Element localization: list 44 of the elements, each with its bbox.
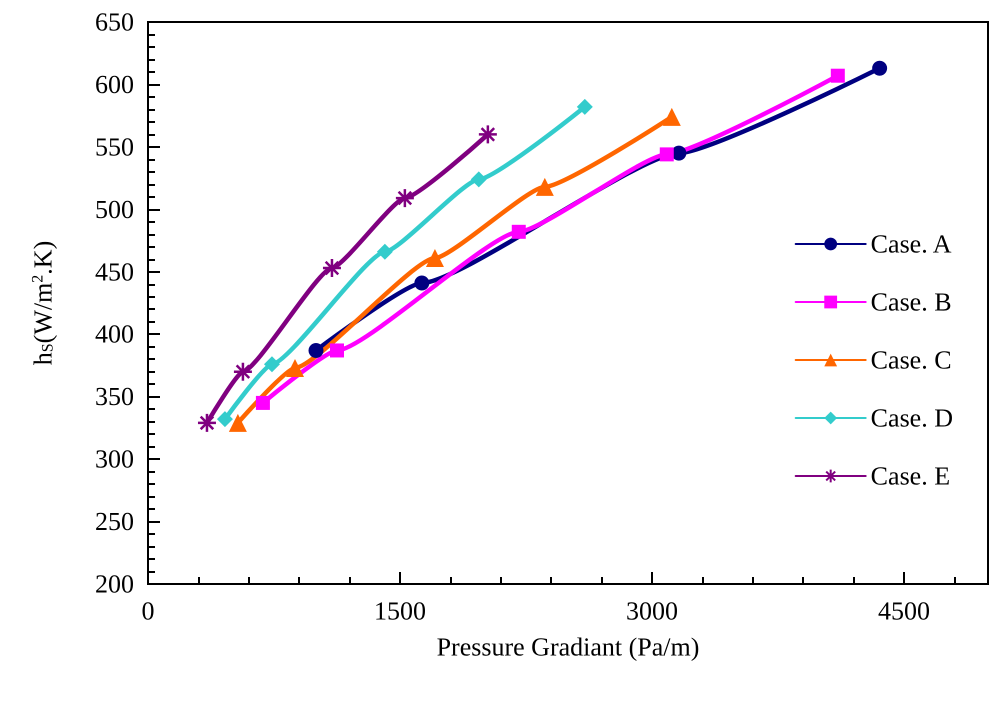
y-tick-label: 500: [95, 194, 134, 224]
point: [196, 412, 218, 434]
x-tick-label: 1500: [374, 596, 426, 626]
legend-label: Case. E: [870, 462, 950, 490]
point: [512, 224, 526, 239]
x-tick-label: 3000: [626, 596, 678, 626]
legend-label: Case. D: [870, 404, 954, 432]
point: [322, 258, 342, 278]
point: [660, 147, 674, 162]
point: [256, 396, 270, 410]
y-axis-title: hS(W/m2.K): [28, 240, 58, 366]
legend-label: Case. B: [870, 288, 952, 316]
y-tick-label: 600: [95, 70, 134, 99]
y-tick-label: 350: [95, 382, 134, 412]
point: [478, 124, 498, 145]
point: [216, 411, 233, 428]
legend-label: Case. C: [870, 346, 952, 374]
point: [872, 60, 888, 76]
y-tick-label: 650: [95, 8, 134, 36]
point: [662, 108, 681, 126]
point: [228, 414, 247, 432]
point: [414, 276, 430, 291]
y-tick-label: 550: [95, 132, 134, 162]
x-tick-label: 0: [142, 596, 154, 626]
x-tick-label: 4500: [878, 596, 930, 626]
y-tick-label: 450: [95, 257, 134, 286]
legend-label: Case. A: [870, 230, 952, 258]
point: [470, 171, 487, 188]
x-axis-title: Pressure Gradiant (Pa/m): [436, 632, 700, 662]
point: [576, 98, 593, 115]
point: [308, 342, 324, 358]
y-tick-label: 200: [95, 570, 134, 598]
point: [394, 188, 416, 208]
point: [232, 361, 254, 382]
point: [536, 178, 554, 196]
y-tick-label: 300: [95, 444, 134, 474]
point: [330, 343, 344, 358]
point: [264, 356, 280, 372]
point: [376, 244, 393, 260]
y-tick-label: 250: [95, 507, 134, 536]
point: [830, 68, 845, 83]
point: [286, 358, 304, 377]
y-tick-label: 400: [95, 320, 134, 349]
point: [426, 249, 444, 268]
